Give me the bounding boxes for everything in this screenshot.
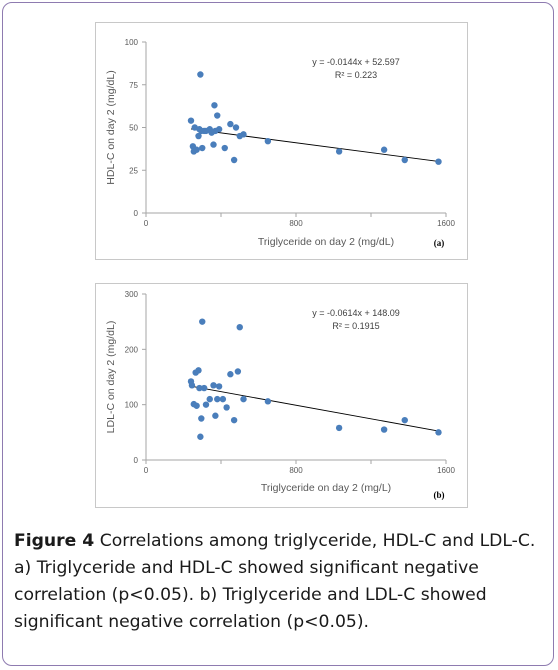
chart-b-data-point bbox=[188, 382, 196, 389]
chart-a-data-point bbox=[401, 156, 408, 164]
chart-b-data-point bbox=[193, 402, 200, 409]
chart-a-data-point bbox=[435, 158, 442, 165]
chart-a-data-point bbox=[240, 131, 247, 138]
chart-a-data-point bbox=[232, 124, 240, 131]
chart-b-data-point bbox=[236, 324, 243, 331]
chart-a-x-tick-label: 800 bbox=[289, 219, 303, 228]
chart-b-data-point bbox=[234, 368, 242, 375]
chart-b-data-point bbox=[197, 433, 204, 440]
chart-b-data-point bbox=[401, 416, 408, 424]
chart-b-y-tick-label: 300 bbox=[125, 290, 139, 299]
chart-a-y-tick-label: 50 bbox=[129, 124, 138, 133]
chart-a-data-point bbox=[221, 144, 228, 152]
chart-b-data-point bbox=[240, 395, 247, 403]
chart-b-data-point bbox=[380, 426, 388, 433]
chart-b-x-tick-label: 1600 bbox=[437, 466, 455, 475]
chart-b-data-point bbox=[264, 398, 272, 405]
chart-b-data-point bbox=[214, 395, 221, 403]
chart-b-data-point bbox=[198, 415, 205, 422]
chart-b-x-tick-label: 800 bbox=[289, 466, 303, 475]
chart-b-data-point bbox=[212, 412, 219, 419]
chart-b-data-point bbox=[435, 429, 442, 436]
chart-b-data-point bbox=[215, 383, 223, 390]
chart-a-data-point bbox=[193, 146, 200, 153]
chart-a-data-point bbox=[187, 117, 195, 124]
chart-b-data-point bbox=[196, 384, 203, 392]
chart-b-data-point bbox=[199, 318, 206, 325]
chart-a-data-point bbox=[211, 102, 218, 109]
figure-caption: Figure 4 Correlations among triglyceride… bbox=[14, 528, 544, 636]
chart-b-data-point bbox=[210, 382, 217, 389]
chart-a-data-point bbox=[214, 112, 221, 119]
caption-text-1: Correlations among triglyceride, HDL-C a… bbox=[94, 531, 536, 551]
chart-b-r2-label: R² = 0.1915 bbox=[332, 321, 379, 331]
chart-a-data-point bbox=[335, 148, 343, 155]
chart-a-x-tick-label: 0 bbox=[144, 219, 149, 228]
chart-a-equation-label: y = -0.0144x + 52.597 bbox=[312, 57, 400, 67]
chart-a-data-point bbox=[210, 141, 217, 148]
chart-a-data-point bbox=[215, 126, 223, 133]
chart-b-data-point bbox=[223, 404, 230, 411]
chart-b-data-point bbox=[219, 395, 227, 403]
chart-a-data-point bbox=[264, 137, 272, 145]
chart-b-trendline bbox=[190, 385, 439, 432]
chart-panel-a: 0 25 50 75 100 0 800 1600 Triglyceride on day 2 … bbox=[95, 22, 468, 260]
chart-b-data-point bbox=[200, 384, 208, 392]
chart-b-data-point bbox=[195, 367, 202, 374]
chart-a-y-tick-label: 0 bbox=[134, 209, 139, 218]
chart-b-data-point bbox=[227, 371, 234, 378]
chart-a-x-axis-label: Triglyceride on day 2 (mg/dL) bbox=[258, 236, 394, 248]
chart-b-equation-label: y = -0.0614x + 148.09 bbox=[312, 308, 400, 318]
chart-a-y-tick-label: 25 bbox=[129, 166, 138, 175]
chart-b-svg: 0 100 200 300 0 800 1600 Triglyceride on day 2 … bbox=[105, 290, 455, 500]
caption-line-3: correlation (p<0.05). b) Triglyceride an… bbox=[14, 585, 487, 605]
chart-a-y-tick-label: 100 bbox=[125, 38, 139, 47]
chart-a-data-point bbox=[380, 146, 388, 153]
caption-line-1: Figure 4 Correlations among triglyceride… bbox=[14, 528, 544, 555]
chart-b-x-axis-label: Triglyceride on day 2 (mg/L) bbox=[261, 482, 391, 494]
chart-a-data-point bbox=[195, 132, 202, 140]
chart-b-y-tick-label: 200 bbox=[125, 345, 139, 354]
chart-a-data-point bbox=[230, 156, 238, 164]
chart-b-y-tick-label: 0 bbox=[134, 456, 139, 465]
chart-b-panel-label: (b) bbox=[434, 490, 445, 500]
chart-a-y-axis-label: HDL-C on day 2 (mg/dL) bbox=[105, 70, 117, 184]
caption-line-4: significant negative correlation (p<0.05… bbox=[14, 612, 369, 632]
chart-a-r2-label: R² = 0.223 bbox=[335, 70, 377, 80]
chart-b-y-tick-label: 100 bbox=[125, 401, 139, 410]
chart-b-data-point bbox=[206, 395, 213, 403]
chart-a-data-point bbox=[197, 71, 204, 78]
chart-a-y-tick-label: 75 bbox=[129, 81, 138, 90]
chart-a-data-point bbox=[199, 144, 206, 152]
chart-a-panel-label: (a) bbox=[434, 238, 445, 248]
chart-b-x-tick-label: 0 bbox=[144, 466, 149, 475]
chart-b-data-point bbox=[230, 416, 238, 424]
caption-line-2: a) Triglyceride and HDL-C showed signifi… bbox=[14, 558, 479, 578]
chart-a-svg: 0 25 50 75 100 0 800 1600 Triglyceride on day 2 … bbox=[105, 38, 455, 248]
chart-panel-b: 0 100 200 300 0 800 1600 Triglyceride on day 2 … bbox=[95, 283, 468, 508]
chart-a-data-point bbox=[227, 120, 234, 128]
chart-b-y-axis-label: LDL-C on day 2 (mg/dL) bbox=[105, 321, 117, 434]
chart-a-trendline bbox=[190, 128, 439, 162]
chart-b-data-point bbox=[335, 424, 343, 432]
chart-b-data-point bbox=[202, 401, 210, 408]
caption-label: Figure 4 bbox=[14, 531, 95, 551]
chart-a-x-tick-label: 1600 bbox=[437, 219, 455, 228]
